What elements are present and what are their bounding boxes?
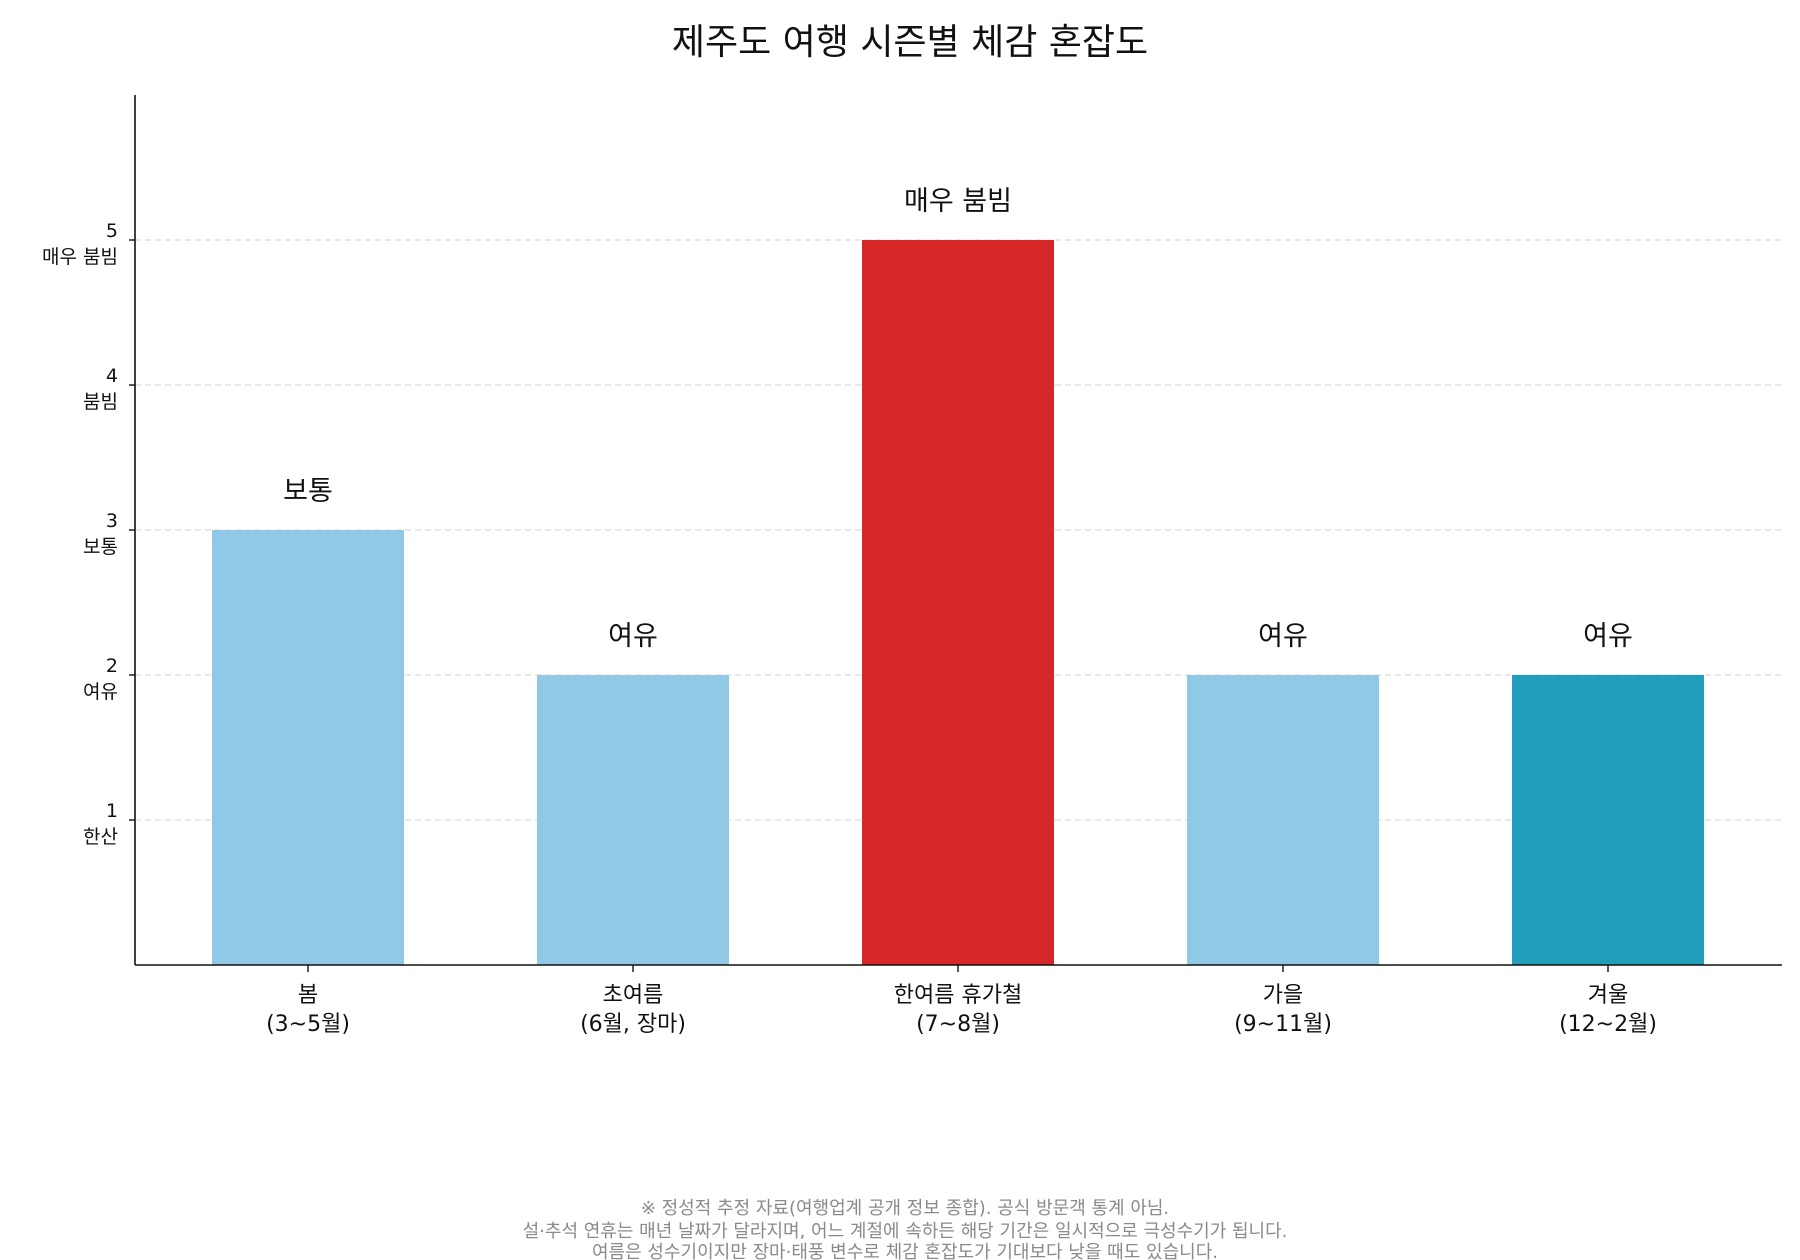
y-tick-value: 3 [106,510,118,532]
bar [1512,675,1704,965]
x-tick-sublabel: (9~11월) [1234,1012,1332,1037]
bar-value-label: 보통 [283,476,333,507]
bar-value-label: 매우 붐빔 [904,186,1012,217]
x-tick-sublabel: (12~2월) [1559,1012,1657,1037]
bar [862,240,1054,965]
footnote-line-2: 설·추석 연휴는 매년 날짜가 달라지며, 어느 계절에 속하든 해당 기간은 … [523,1221,1288,1242]
bars [212,240,1704,965]
y-tick-label: 한산 [83,826,118,848]
y-tick-value: 1 [106,800,118,822]
bar-value-label: 여유 [608,621,658,652]
footnote-line-3: 여름은 성수기이지만 장마·태풍 변수로 체감 혼잡도가 기대보다 낮을 때도 … [592,1242,1218,1260]
x-tick-label: 한여름 휴가철 [894,983,1022,1008]
y-tick-label: 매우 붐빔 [42,246,118,268]
x-tick-sublabel: (7~8월) [916,1012,1000,1037]
chart-title: 제주도 여행 시즌별 체감 혼잡도 [672,22,1148,63]
footnote-line-1: ※ 정성적 추정 자료(여행업계 공개 정보 종합). 공식 방문객 통계 아님… [641,1198,1169,1219]
y-tick-label: 여유 [83,681,118,703]
x-tick-sublabel: (3~5월) [266,1012,350,1037]
x-tick-label: 봄 [298,983,318,1008]
bar [1187,675,1379,965]
y-tick-label: 붐빔 [83,391,118,413]
bar-value-label: 여유 [1258,621,1308,652]
bar-value-label: 여유 [1583,621,1633,652]
bar [212,530,404,965]
y-ticks: 1 한산 2 여유 3 보통 4 붐빔 5 매우 붐빔 [42,220,135,848]
bar [537,675,729,965]
x-tick-label: 가을 [1263,983,1303,1008]
x-tick-sublabel: (6월, 장마) [580,1012,686,1037]
x-tick-label: 초여름 [603,983,664,1008]
y-tick-value: 2 [106,655,118,677]
y-tick-value: 5 [106,220,118,242]
x-tick-label: 겨울 [1588,983,1628,1008]
y-tick-value: 4 [106,365,118,387]
y-tick-label: 보통 [83,536,118,558]
x-ticks: 봄 (3~5월) 초여름 (6월, 장마) 한여름 휴가철 (7~8월) 가을 (9~11월)… [266,965,1657,1037]
footnote: ※ 정성적 추정 자료(여행업계 공개 정보 종합). 공식 방문객 통계 아님… [523,1198,1288,1260]
